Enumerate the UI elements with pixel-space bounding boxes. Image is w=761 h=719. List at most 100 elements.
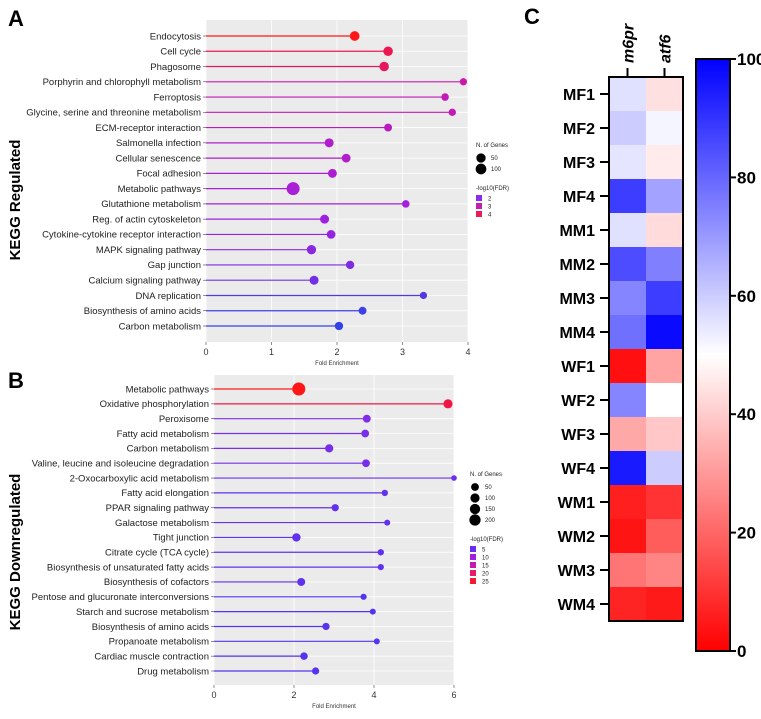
category-label: PPAR signaling pathway xyxy=(106,503,210,514)
category-label: Starch and sucrose metabolism xyxy=(76,607,209,618)
lollipop-point xyxy=(300,652,308,660)
heatmap-cell xyxy=(646,281,683,315)
heatmap-cell xyxy=(609,349,646,383)
heatmap-col-label: m6pr xyxy=(621,23,638,63)
lollipop-point xyxy=(369,608,376,615)
heatmap-cell xyxy=(646,179,683,213)
heatmap-cell xyxy=(609,417,646,451)
x-axis-label: Fold Enrichment xyxy=(315,361,359,367)
heatmap-row-label: WF2 xyxy=(561,393,595,410)
lollipop-point xyxy=(419,291,428,300)
category-label: Phagosome xyxy=(150,62,201,73)
heatmap-cell xyxy=(646,247,683,281)
heatmap-row-label: WM2 xyxy=(558,529,595,546)
heatmap-row-label: MM4 xyxy=(559,325,595,342)
color-legend-label: 20 xyxy=(482,572,489,578)
lollipop-point xyxy=(349,31,360,41)
lollipop-point xyxy=(373,638,380,645)
color-legend-label: 3 xyxy=(488,205,492,211)
category-label: Metabolic pathways xyxy=(118,184,202,195)
category-label: Reg. of actin cytoskeleton xyxy=(92,214,201,225)
heatmap-row-label: WF3 xyxy=(561,427,595,444)
lollipop-point xyxy=(381,489,388,497)
color-legend-swatch xyxy=(476,195,482,201)
color-legend-label: 15 xyxy=(482,564,489,570)
panel-a-ylabel: KEGG Regulated xyxy=(7,140,24,261)
panel-a-letter: A xyxy=(8,6,24,31)
size-legend-dot xyxy=(471,483,479,491)
heatmap-cell xyxy=(609,77,646,111)
color-legend-label: 4 xyxy=(488,213,492,219)
size-legend-title: N. of Genes xyxy=(476,143,508,149)
x-tick-label: 1 xyxy=(269,347,274,357)
lollipop-point xyxy=(326,230,336,239)
size-legend-dot xyxy=(469,514,481,526)
lollipop-point xyxy=(320,214,330,224)
colorbar-tick-label: 40 xyxy=(737,405,756,424)
heatmap-cell xyxy=(646,383,683,417)
colorbar-tick-label: 20 xyxy=(737,524,756,543)
lollipop-point xyxy=(379,61,389,72)
category-label: Tight junction xyxy=(153,533,209,544)
heatmap-row-label: WF1 xyxy=(561,359,595,376)
category-label: Focal adhesion xyxy=(137,169,201,180)
category-label: Pentose and glucuronate interconversions xyxy=(32,592,210,603)
category-label: Calcium signaling pathway xyxy=(89,276,202,287)
colorbar-tick-label: 80 xyxy=(737,168,756,187)
category-label: Citrate cycle (TCA cycle) xyxy=(105,548,209,559)
heatmap-cell xyxy=(646,111,683,145)
lollipop-point xyxy=(384,519,391,526)
panel-c-heatmap: MF1 MF2 MF3 MF4 MM1 MM2 MM3 MM4 WF1 WF2 WF3 WF4 WM1 W… xyxy=(558,23,684,622)
lollipop-point xyxy=(345,260,355,270)
heatmap-row-label: WM3 xyxy=(558,563,595,580)
color-legend-swatch xyxy=(470,546,476,552)
lollipop-point xyxy=(448,108,456,116)
lollipop-point xyxy=(358,306,367,315)
size-legend-dot xyxy=(469,503,481,515)
heatmap-cell xyxy=(609,553,646,587)
heatmap-cell xyxy=(646,417,683,451)
panel-a-lollipop-chart: 0 1 2 3 4 Fold Enrichment Endocytosis Cell cycl… xyxy=(26,20,509,367)
color-legend-label: 5 xyxy=(482,548,486,554)
heatmap-cell xyxy=(609,281,646,315)
category-label: Propanoate metabolism xyxy=(109,637,209,648)
heatmap-cell xyxy=(646,77,683,111)
heatmap-row-label: MF2 xyxy=(563,121,595,138)
lollipop-point xyxy=(362,459,370,468)
lollipop-point xyxy=(327,168,337,178)
category-label: Peroxisome xyxy=(159,414,209,425)
panel-c-colorbar: 0 20 40 60 80 100 xyxy=(695,50,761,661)
size-legend-label: 50 xyxy=(485,485,492,491)
lollipop-point xyxy=(309,275,319,285)
lollipop-point xyxy=(331,504,339,512)
heatmap-cell xyxy=(609,519,646,553)
heatmap-cell xyxy=(609,485,646,519)
x-tick-label: 6 xyxy=(451,690,456,700)
lollipop-point xyxy=(377,564,384,571)
lollipop-point xyxy=(324,138,334,148)
heatmap-cell xyxy=(609,179,646,213)
color-legend-title: -log10(FDR) xyxy=(476,186,509,192)
category-label: Galactose metabolism xyxy=(115,518,209,529)
heatmap-cell xyxy=(646,553,683,587)
heatmap-row-label: MM1 xyxy=(559,223,595,240)
color-legend-title: -log10(FDR) xyxy=(470,537,503,543)
panel-b-letter: B xyxy=(8,368,24,393)
category-label: DNA replication xyxy=(136,291,201,302)
heatmap-cell xyxy=(609,587,646,621)
colorbar-tick-label: 60 xyxy=(737,287,756,306)
heatmap-cell xyxy=(609,111,646,145)
heatmap-cell xyxy=(609,213,646,247)
colorbar-tick-label: 100 xyxy=(737,50,761,69)
lollipop-point xyxy=(292,382,306,396)
lollipop-point xyxy=(459,78,468,86)
size-legend-label: 200 xyxy=(485,518,496,524)
x-tick-label: 2 xyxy=(291,690,296,700)
x-tick-label: 0 xyxy=(211,690,216,700)
category-label: Biosynthesis of amino acids xyxy=(84,306,201,317)
heatmap-cell xyxy=(646,451,683,485)
color-legend-label: 2 xyxy=(488,197,492,203)
panel-b-ylabel: KEGG Downregulated xyxy=(7,474,24,631)
x-tick-label: 2 xyxy=(334,347,339,357)
